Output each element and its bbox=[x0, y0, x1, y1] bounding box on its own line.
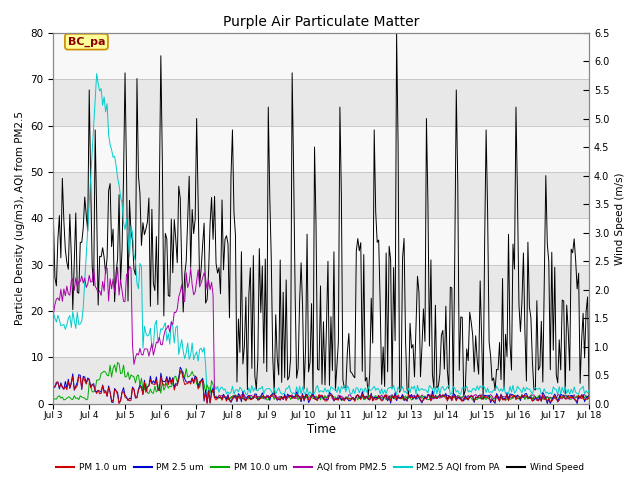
Bar bbox=[53, 218, 589, 264]
Y-axis label: Wind Speed (m/s): Wind Speed (m/s) bbox=[615, 172, 625, 264]
X-axis label: Time: Time bbox=[307, 423, 336, 436]
Legend: PM 1.0 um, PM 2.5 um, PM 10.0 um, AQI from PM2.5, PM2.5 AQI from PA, Wind Speed: PM 1.0 um, PM 2.5 um, PM 10.0 um, AQI fr… bbox=[52, 459, 588, 476]
Bar bbox=[53, 172, 589, 218]
Y-axis label: Particle Density (ug/m3), AQI from PM2.5: Particle Density (ug/m3), AQI from PM2.5 bbox=[15, 111, 25, 325]
Bar bbox=[53, 79, 589, 126]
Bar bbox=[53, 33, 589, 79]
Bar bbox=[53, 311, 589, 358]
Bar bbox=[53, 126, 589, 172]
Bar bbox=[53, 264, 589, 311]
Text: BC_pa: BC_pa bbox=[68, 36, 105, 47]
Title: Purple Air Particulate Matter: Purple Air Particulate Matter bbox=[223, 15, 419, 29]
Bar bbox=[53, 358, 589, 404]
